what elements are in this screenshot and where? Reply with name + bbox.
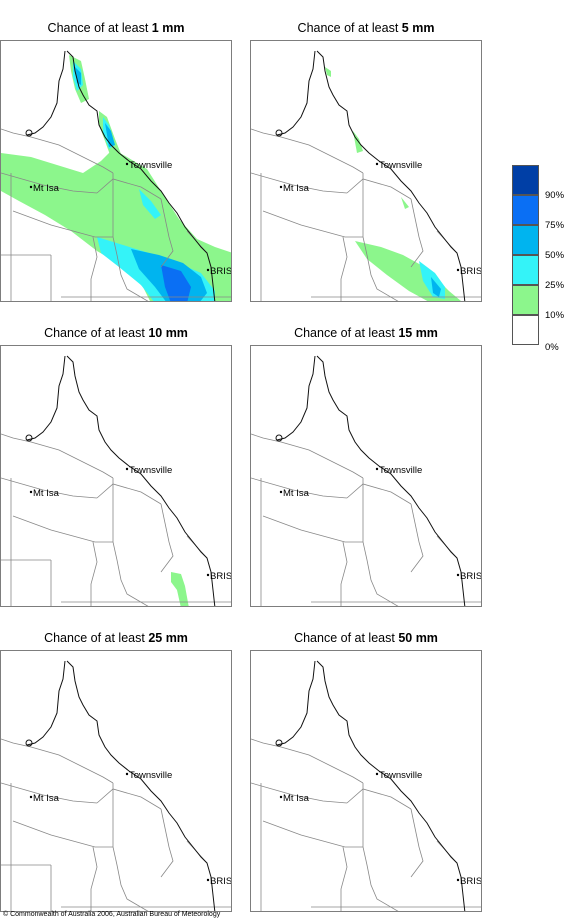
title-prefix: Chance of at least bbox=[294, 326, 399, 340]
panel-title-50mm: Chance of at least 50 mm bbox=[250, 631, 482, 645]
legend-swatch-0-10 bbox=[512, 315, 539, 345]
towns: Townsville Mt Isa BRIS bbox=[29, 160, 232, 277]
legend-label-50: 50% bbox=[545, 250, 565, 261]
title-amount: 5 mm bbox=[401, 21, 435, 35]
coastline bbox=[25, 660, 216, 911]
town-mt-isa: Mt Isa bbox=[33, 183, 60, 194]
title-amount: 10 mm bbox=[148, 326, 188, 340]
panel-title-25mm: Chance of at least 25 mm bbox=[0, 631, 232, 645]
towns: Townsville Mt Isa BRIS bbox=[29, 465, 232, 582]
title-amount: 15 mm bbox=[398, 326, 438, 340]
title-amount: 25 mm bbox=[148, 631, 188, 645]
state-borders bbox=[251, 128, 481, 301]
town-townsville: Townsville bbox=[129, 770, 172, 781]
map-10mm: Townsville Mt Isa BRIS bbox=[0, 345, 232, 607]
rain-probability-shading bbox=[171, 572, 189, 606]
state-borders bbox=[1, 433, 231, 606]
coastline bbox=[25, 50, 216, 301]
rain-probability-shading bbox=[1, 55, 231, 301]
town-townsville: Townsville bbox=[379, 160, 422, 171]
town-bris: BRIS bbox=[460, 571, 482, 582]
legend-label-0: 0% bbox=[545, 342, 559, 353]
panel-title-5mm: Chance of at least 5 mm bbox=[250, 21, 482, 35]
state-borders bbox=[251, 433, 481, 606]
panel-title-15mm: Chance of at least 15 mm bbox=[250, 326, 482, 340]
town-townsville: Townsville bbox=[129, 160, 172, 171]
title-amount: 1 mm bbox=[151, 21, 185, 35]
legend-label-75: 75% bbox=[545, 220, 565, 231]
map-5mm: Townsville Mt Isa BRIS bbox=[250, 40, 482, 302]
state-borders bbox=[251, 738, 481, 911]
town-bris: BRIS bbox=[460, 876, 482, 887]
map-15mm: Townsville Mt Isa BRIS bbox=[250, 345, 482, 607]
title-prefix: Chance of at least bbox=[297, 21, 402, 35]
panel-title-1mm: Chance of at least 1 mm bbox=[0, 21, 232, 35]
coastline bbox=[275, 50, 466, 301]
town-bris: BRIS bbox=[210, 266, 232, 277]
town-mt-isa: Mt Isa bbox=[283, 793, 310, 804]
title-prefix: Chance of at least bbox=[44, 326, 149, 340]
towns: Townsville Mt Isa BRIS bbox=[279, 465, 482, 582]
title-amount: 50 mm bbox=[398, 631, 438, 645]
state-borders bbox=[1, 128, 231, 301]
legend-swatch-75-90 bbox=[512, 195, 539, 225]
town-townsville: Townsville bbox=[129, 465, 172, 476]
panel-title-10mm: Chance of at least 10 mm bbox=[0, 326, 232, 340]
coastline bbox=[25, 355, 216, 606]
towns: Townsville Mt Isa BRIS bbox=[29, 770, 232, 887]
legend-swatch-25-50 bbox=[512, 255, 539, 285]
legend-swatch-90-100 bbox=[512, 165, 539, 195]
legend-swatch-50-75 bbox=[512, 225, 539, 255]
town-townsville: Townsville bbox=[379, 465, 422, 476]
copyright-notice: © Commonwealth of Australia 2006, Austra… bbox=[3, 911, 221, 918]
state-borders bbox=[1, 738, 231, 911]
town-mt-isa: Mt Isa bbox=[33, 793, 60, 804]
title-prefix: Chance of at least bbox=[294, 631, 399, 645]
town-townsville: Townsville bbox=[379, 770, 422, 781]
map-25mm: Townsville Mt Isa BRIS bbox=[0, 650, 232, 912]
town-mt-isa: Mt Isa bbox=[283, 183, 310, 194]
map-1mm: Townsville Mt Isa BRIS bbox=[0, 40, 232, 302]
legend-label-10: 10% bbox=[545, 310, 565, 321]
legend-label-90: 90% bbox=[545, 190, 565, 201]
legend-label-25: 25% bbox=[545, 280, 565, 291]
map-50mm: Townsville Mt Isa BRIS bbox=[250, 650, 482, 912]
title-prefix: Chance of at least bbox=[47, 21, 152, 35]
coastline bbox=[275, 355, 466, 606]
coastline bbox=[275, 660, 466, 911]
rain-probability-shading bbox=[325, 67, 461, 301]
town-mt-isa: Mt Isa bbox=[283, 488, 310, 499]
town-mt-isa: Mt Isa bbox=[33, 488, 60, 499]
legend-swatch-10-25 bbox=[512, 285, 539, 315]
towns: Townsville Mt Isa BRIS bbox=[279, 770, 482, 887]
title-prefix: Chance of at least bbox=[44, 631, 149, 645]
towns: Townsville Mt Isa BRIS bbox=[279, 160, 482, 277]
town-bris: BRIS bbox=[460, 266, 482, 277]
town-bris: BRIS bbox=[210, 571, 232, 582]
town-bris: BRIS bbox=[210, 876, 232, 887]
